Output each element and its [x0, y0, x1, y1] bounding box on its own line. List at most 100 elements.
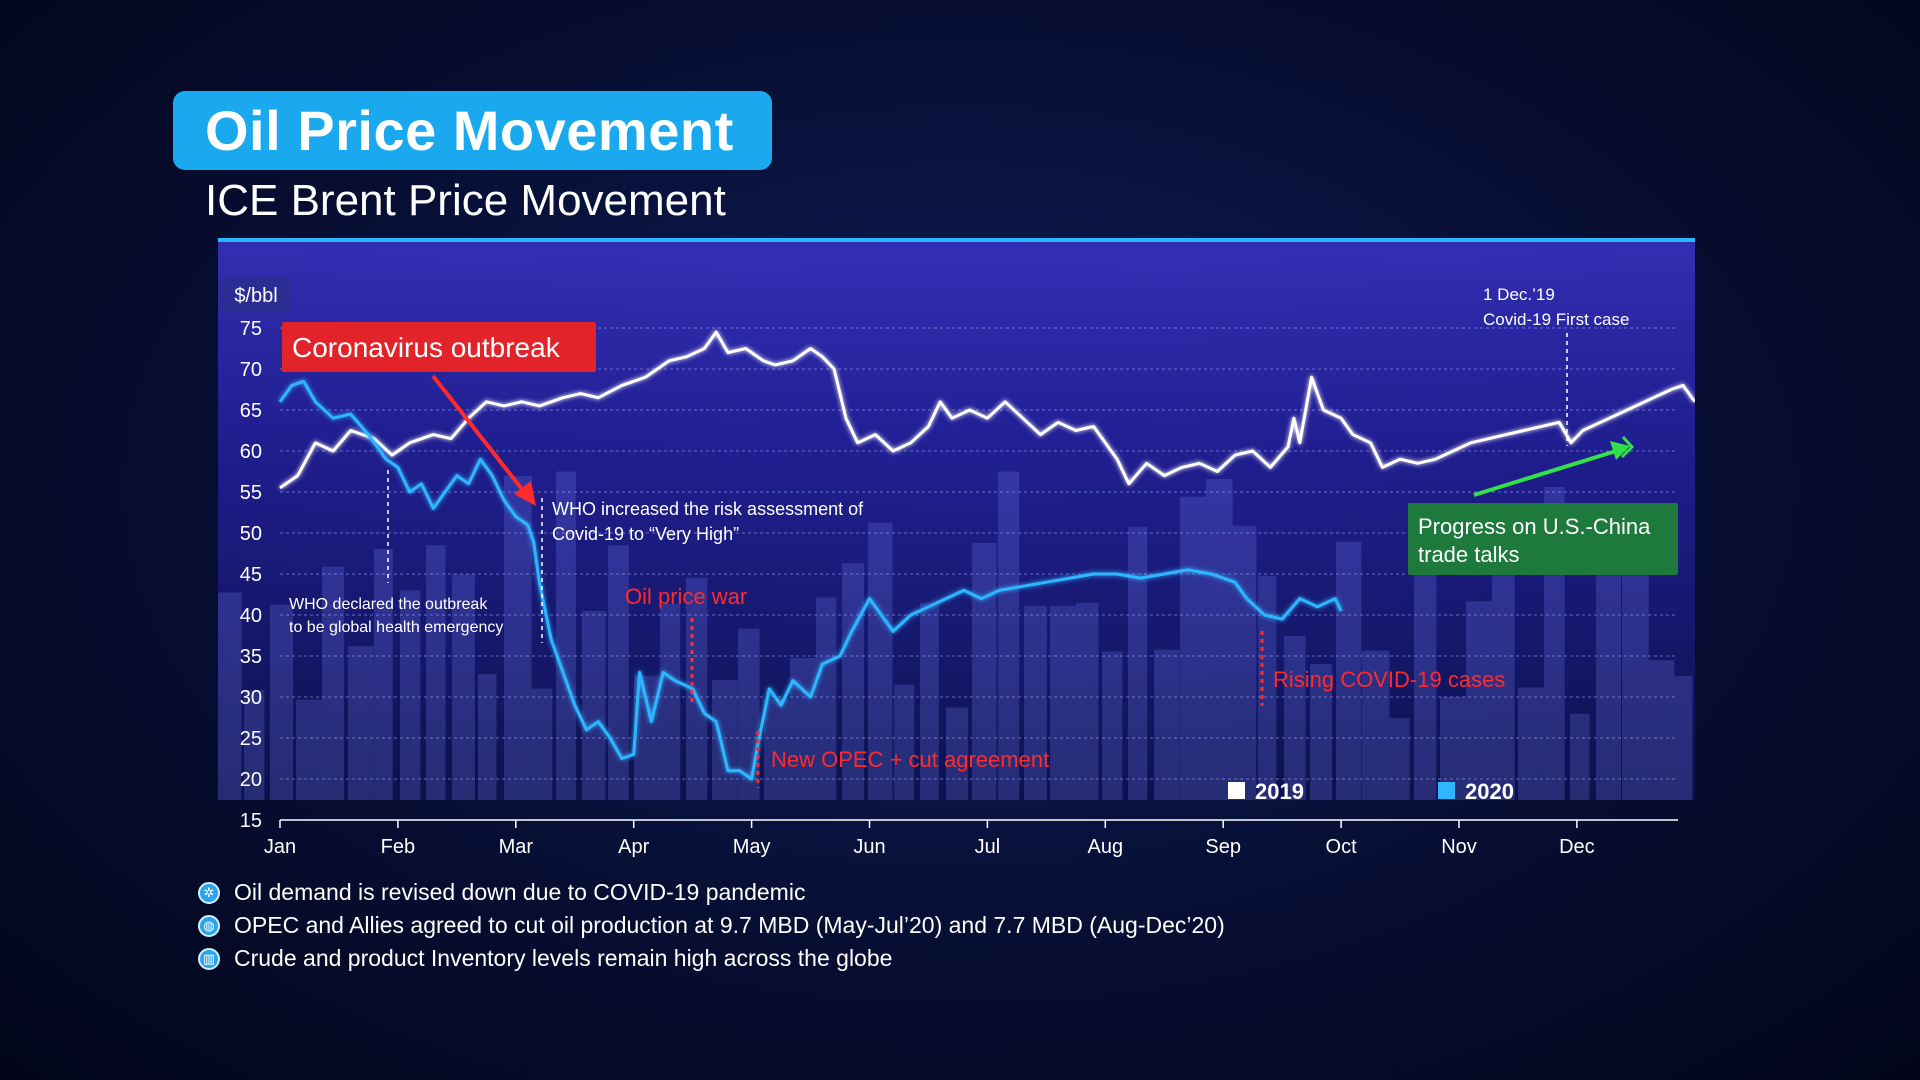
annotation-box-trade-talks [1408, 503, 1678, 575]
building-shape [1414, 567, 1437, 800]
building-shape [1492, 567, 1515, 800]
series-line-2019 [279, 330, 1695, 490]
annotation-box-coronavirus [282, 322, 596, 372]
building-shape [686, 577, 708, 800]
x-tick-label: Jan [264, 836, 296, 858]
y-axis-label: $/bbl [234, 285, 277, 307]
building-shape [1180, 496, 1208, 800]
y-tick-label: 45 [240, 564, 262, 586]
building-shape [1518, 687, 1544, 800]
note-item: ◍ OPEC and Allies agreed to cut oil prod… [198, 909, 1225, 942]
building-shape [1310, 664, 1332, 800]
annotation-who-increased-line1: WHO increased the risk assessment of [552, 499, 864, 519]
building-shape [1232, 525, 1257, 800]
legend-label-2019: 2019 [1255, 779, 1304, 804]
annotation-rising-covid: Rising COVID-19 cases [1273, 667, 1505, 692]
annotation-dec19-line1: 1 Dec.’19 [1483, 285, 1555, 304]
y-tick-label: 75 [240, 318, 262, 340]
x-tick-label: Dec [1559, 836, 1595, 858]
building-shape [1362, 650, 1390, 800]
x-tick-label: Jul [975, 836, 1001, 858]
annotation-trade-talks-line1: Progress on U.S.-China [1418, 514, 1651, 539]
legend-swatch-2019 [1228, 782, 1245, 799]
annotation-arrow-line [431, 374, 531, 500]
title-banner: Oil Price Movement [173, 91, 772, 170]
x-tick-label: Oct [1326, 836, 1358, 858]
building-shape [738, 628, 760, 800]
annotation-who-declared-line2: to be global health emergency [289, 619, 503, 636]
chart-container: 15 20 25 30 35 40 45 50 55 60 65 70 75 $/bbl Jan Feb Ma… [218, 238, 1695, 858]
y-tick-label: 55 [240, 482, 262, 504]
y-tick-label: 40 [240, 605, 262, 627]
building-shape [1154, 649, 1180, 800]
note-item: ▥ Crude and product Inventory levels rem… [198, 942, 1225, 975]
building-shape [348, 646, 374, 800]
annotation-oil-price-war: Oil price war [625, 584, 747, 609]
building-shape [322, 566, 345, 800]
brent-price-chart: 15 20 25 30 35 40 45 50 55 60 65 70 75 $/bbl Jan Feb Ma… [218, 238, 1695, 858]
snowflake-virus-icon: ✲ [198, 881, 220, 904]
building-shape [374, 549, 393, 800]
building-shape [842, 563, 865, 800]
building-shape [582, 610, 606, 800]
notes-list: ✲ Oil demand is revised down due to COVI… [198, 876, 1225, 975]
x-tick-label: May [733, 836, 771, 858]
legend-swatch-2020 [1438, 782, 1455, 799]
building-shape [868, 522, 893, 800]
building-shape [1102, 651, 1123, 800]
building-shape [1388, 718, 1410, 800]
building-shape [920, 602, 939, 800]
x-tick-label: Nov [1441, 836, 1477, 858]
annotation-who-declared-line1: WHO declared the outbreak [289, 596, 488, 613]
building-shape [1284, 635, 1306, 800]
annotation-opec-cut: New OPEC + cut agreement [771, 747, 1049, 772]
building-shape [478, 674, 497, 800]
building-shape [1570, 713, 1590, 800]
building-shape [1206, 479, 1233, 800]
building-shape [660, 604, 681, 800]
building-shape [972, 542, 997, 800]
building-shape [1076, 602, 1099, 800]
building-shape [530, 688, 553, 800]
x-tick-label: Sep [1205, 836, 1241, 858]
note-text: Crude and product Inventory levels remai… [234, 945, 893, 971]
note-text: OPEC and Allies agreed to cut oil produc… [234, 912, 1225, 938]
building-shape [998, 471, 1020, 800]
trade-talks-arrow-line [1473, 449, 1617, 497]
building-shape [556, 471, 576, 800]
building-shape [1336, 541, 1362, 800]
building-shape [270, 604, 294, 800]
city-skyline-decoration [218, 471, 1693, 800]
annotation-trade-talks-line2: trade talks [1418, 542, 1520, 567]
x-tick-label: Jun [853, 836, 885, 858]
x-tick-label: Feb [381, 836, 415, 858]
top-accent-line [218, 238, 1695, 242]
annotation-coronavirus-outbreak: Coronavirus outbreak [292, 332, 561, 363]
y-tick-label: 70 [240, 359, 262, 381]
building-shape [400, 590, 421, 800]
series-line-2020 [278, 379, 1343, 781]
y-tick-label: 20 [240, 769, 262, 791]
building-shape [712, 680, 738, 800]
y-unit-badge [220, 278, 292, 312]
building-shape [244, 689, 265, 800]
x-tick-label: Mar [499, 836, 534, 858]
building-shape [1674, 676, 1693, 800]
building-shape [426, 545, 446, 800]
building-shape [452, 574, 475, 800]
building-shape [218, 592, 242, 800]
building-shape [1648, 660, 1675, 800]
y-tick-label: 60 [240, 441, 262, 463]
building-shape [894, 684, 915, 800]
chart-subtitle: ICE Brent Price Movement [205, 176, 726, 225]
legend-label-2020: 2020 [1465, 779, 1514, 804]
building-shape [1050, 605, 1077, 800]
building-shape [946, 707, 969, 800]
y-tick-label: 15 [240, 810, 262, 832]
x-tick-label: Apr [618, 836, 649, 858]
y-tick-label: 50 [240, 523, 262, 545]
annotation-who-increased-line2: Covid-19 to “Very High” [552, 524, 739, 544]
building-shape [816, 597, 837, 800]
y-tick-label: 30 [240, 687, 262, 709]
storage-tank-icon: ▥ [198, 947, 220, 970]
